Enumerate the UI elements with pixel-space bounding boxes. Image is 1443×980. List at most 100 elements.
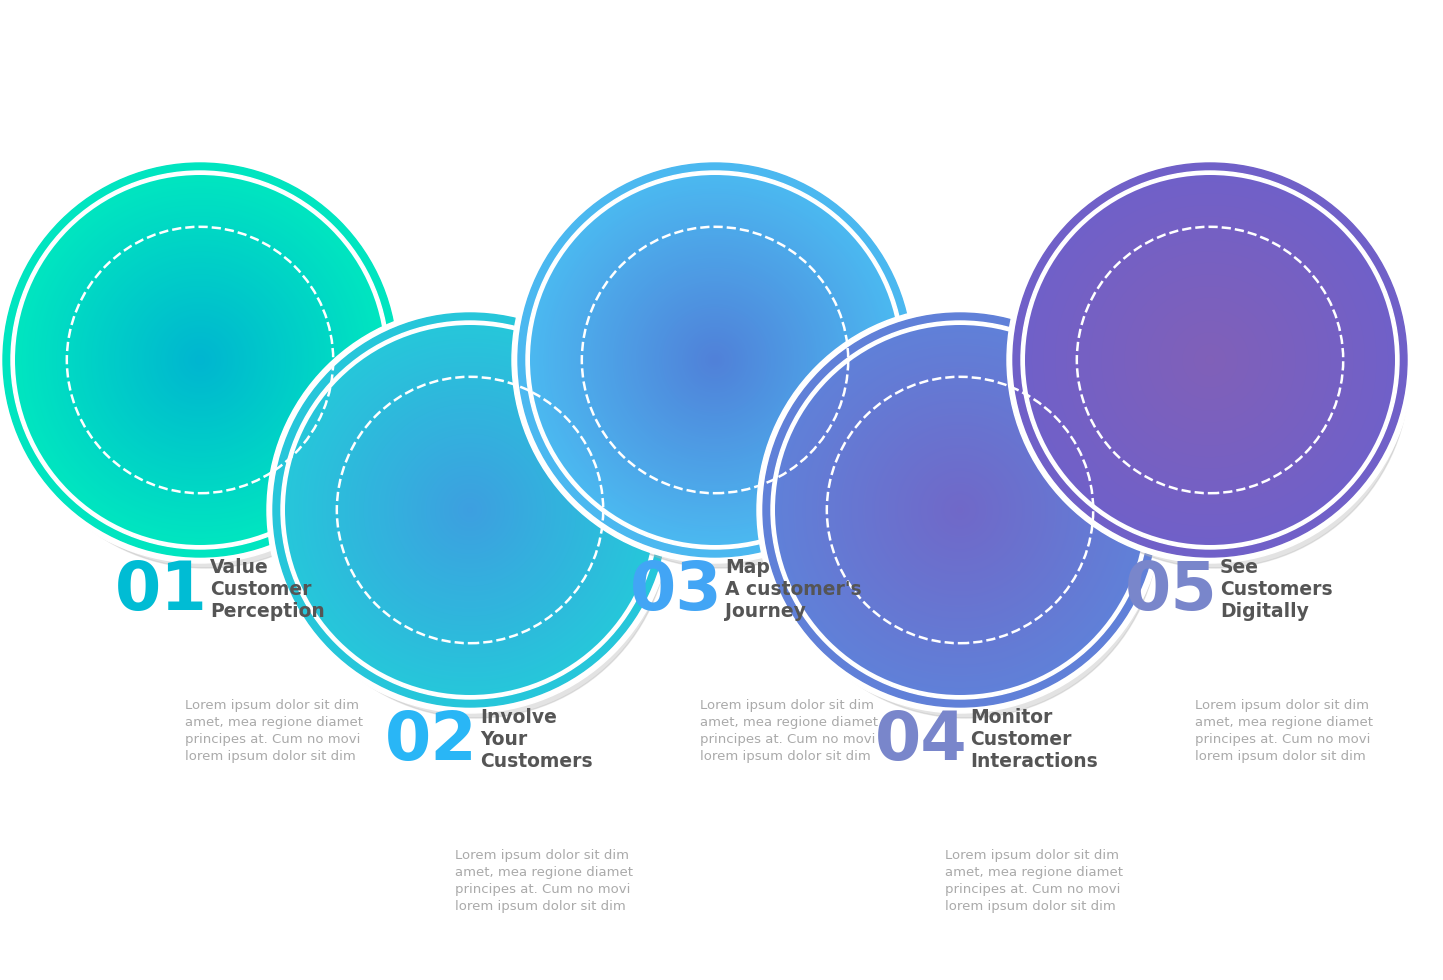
Circle shape [291, 332, 648, 688]
Circle shape [817, 367, 1104, 654]
Circle shape [391, 431, 548, 589]
Text: See
Customers
Digitally: See Customers Digitally [1219, 558, 1333, 621]
Circle shape [1146, 295, 1274, 424]
Circle shape [633, 279, 797, 441]
Circle shape [368, 409, 571, 612]
Circle shape [609, 254, 821, 466]
Circle shape [854, 404, 1066, 616]
Circle shape [75, 235, 325, 485]
Circle shape [690, 334, 740, 385]
Circle shape [1078, 228, 1342, 492]
Circle shape [775, 325, 1144, 695]
Circle shape [605, 249, 825, 471]
Circle shape [1111, 261, 1309, 460]
Circle shape [905, 455, 1016, 565]
Circle shape [867, 417, 1052, 603]
Circle shape [680, 325, 750, 395]
Circle shape [98, 259, 302, 462]
Circle shape [860, 411, 1059, 610]
Circle shape [697, 341, 733, 378]
Circle shape [921, 470, 1000, 550]
Circle shape [154, 314, 247, 407]
Circle shape [329, 368, 610, 651]
Circle shape [789, 339, 1131, 681]
Circle shape [356, 397, 583, 623]
Circle shape [683, 327, 747, 392]
Circle shape [664, 309, 766, 411]
Circle shape [820, 368, 1101, 651]
Circle shape [52, 212, 348, 508]
Circle shape [36, 196, 364, 524]
Circle shape [651, 295, 779, 424]
Circle shape [336, 376, 605, 644]
Circle shape [177, 337, 224, 383]
Circle shape [1013, 163, 1407, 557]
Text: Value
Customer
Perception: Value Customer Perception [211, 558, 325, 621]
Circle shape [632, 276, 798, 443]
Circle shape [909, 459, 1012, 561]
Circle shape [367, 406, 574, 614]
Circle shape [1023, 182, 1408, 568]
Circle shape [170, 330, 229, 390]
Circle shape [1085, 235, 1335, 485]
Circle shape [701, 346, 729, 374]
Circle shape [610, 256, 820, 465]
Circle shape [156, 317, 244, 404]
Circle shape [872, 422, 1048, 598]
Circle shape [580, 423, 605, 447]
Circle shape [1115, 266, 1304, 455]
Circle shape [958, 508, 962, 513]
Circle shape [113, 272, 287, 448]
Circle shape [847, 397, 1074, 623]
Circle shape [808, 358, 1113, 662]
Circle shape [553, 198, 877, 522]
Circle shape [1030, 179, 1391, 540]
Circle shape [657, 302, 773, 417]
Circle shape [84, 244, 316, 475]
Circle shape [294, 334, 646, 686]
Circle shape [375, 416, 564, 605]
Circle shape [372, 413, 567, 608]
Circle shape [172, 332, 228, 388]
Circle shape [636, 281, 794, 439]
Circle shape [166, 325, 235, 395]
Circle shape [460, 501, 479, 519]
Circle shape [1188, 337, 1234, 383]
Circle shape [442, 482, 498, 538]
Circle shape [390, 429, 551, 591]
Circle shape [459, 499, 482, 521]
Circle shape [20, 179, 381, 540]
Circle shape [912, 462, 1009, 559]
Circle shape [1097, 247, 1323, 473]
Circle shape [786, 336, 1133, 683]
Circle shape [551, 196, 879, 524]
Circle shape [48, 208, 352, 513]
Text: Monitor
Customer
Interactions: Monitor Customer Interactions [970, 708, 1098, 771]
Circle shape [1180, 330, 1240, 390]
Circle shape [128, 288, 271, 431]
Circle shape [290, 329, 651, 690]
Circle shape [1081, 230, 1339, 489]
Circle shape [655, 300, 775, 420]
Circle shape [430, 470, 509, 550]
Circle shape [394, 434, 547, 586]
Circle shape [925, 475, 994, 545]
Circle shape [1128, 279, 1291, 441]
Circle shape [26, 186, 374, 533]
Circle shape [143, 302, 258, 417]
Circle shape [1076, 225, 1343, 494]
Circle shape [802, 353, 1117, 667]
Circle shape [1199, 349, 1222, 371]
Circle shape [675, 320, 755, 399]
Circle shape [583, 425, 603, 445]
Circle shape [107, 268, 293, 453]
Circle shape [556, 201, 874, 519]
Circle shape [866, 416, 1055, 605]
Circle shape [315, 355, 625, 665]
Circle shape [795, 346, 1124, 674]
Circle shape [691, 337, 739, 383]
Circle shape [325, 365, 616, 656]
Circle shape [326, 367, 613, 654]
Circle shape [1157, 307, 1263, 414]
Circle shape [706, 351, 724, 369]
